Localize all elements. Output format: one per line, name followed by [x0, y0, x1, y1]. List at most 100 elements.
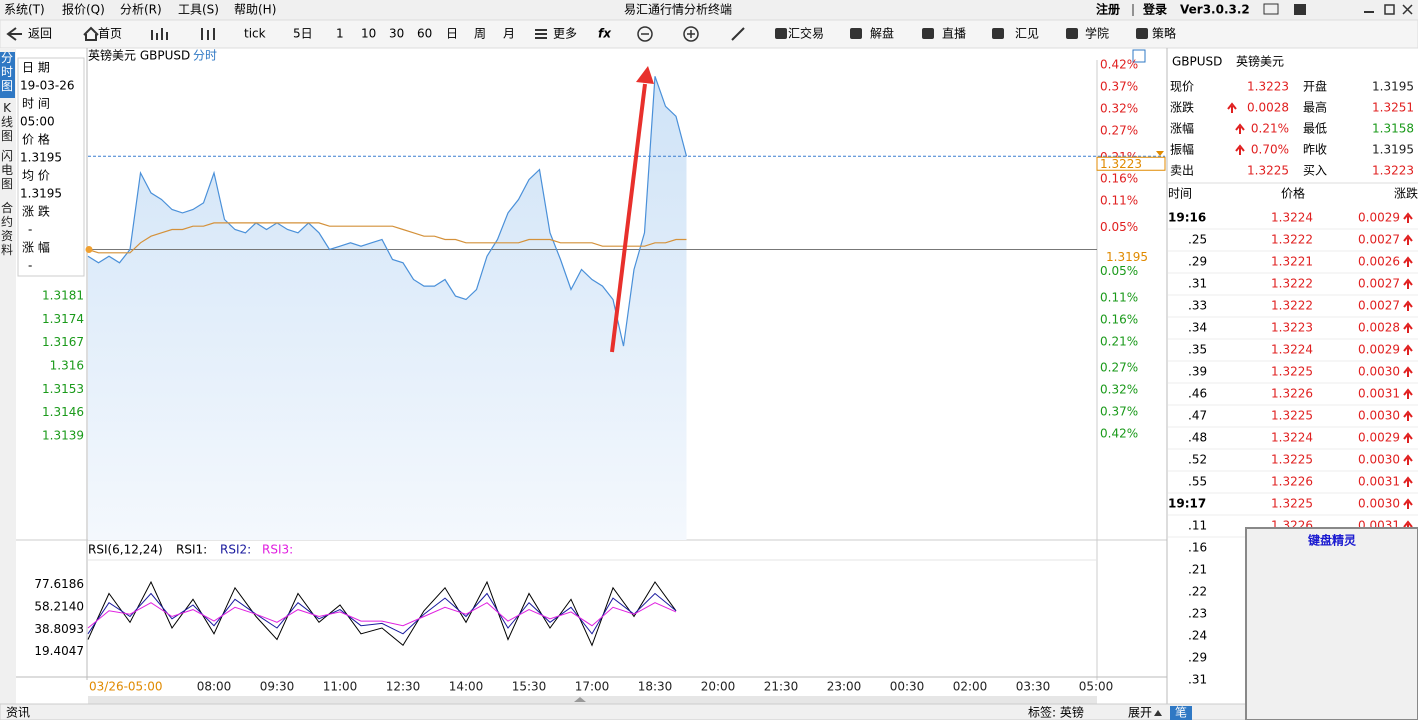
menu-item[interactable]: 报价(Q) — [62, 2, 105, 17]
price-line — [87, 76, 688, 347]
quote-value: 1.3251 — [1372, 101, 1414, 115]
toolbar-button[interactable]: 汇交易 — [788, 26, 824, 41]
tick-price: 1.3226 — [1271, 387, 1313, 401]
toolbar-button[interactable]: 返回 — [28, 27, 52, 41]
tick-change: 0.0027 — [1358, 277, 1400, 291]
toolbar-button[interactable]: 直播 — [942, 27, 966, 41]
toolbar-icon[interactable] — [201, 28, 215, 40]
toolbar-button[interactable]: 更多 — [553, 27, 577, 41]
status-bar — [0, 703, 1418, 720]
x-tick-label: 23:00 — [827, 680, 862, 694]
side-tab[interactable]: 分时图 — [1, 51, 13, 93]
toolbar-button[interactable]: 1 — [336, 27, 344, 41]
tick-price: 1.3224 — [1271, 343, 1313, 357]
footer-mode[interactable]: 笔 — [1175, 705, 1187, 720]
toolbar-icon[interactable] — [850, 28, 862, 39]
x-tick-label: 17:00 — [575, 680, 610, 694]
up-arrow — [1403, 256, 1413, 267]
rsi-tick-label: 77.6186 — [34, 577, 84, 591]
menu-item[interactable]: 分析(R) — [120, 3, 162, 17]
tick-price: 1.3222 — [1271, 299, 1313, 313]
menu-item[interactable]: 系统(T) — [4, 3, 45, 17]
tick-price: 1.3226 — [1271, 475, 1313, 489]
popup — [1245, 527, 1418, 720]
toolbar-icon[interactable] — [151, 28, 168, 40]
toolbar-button[interactable]: 5日 — [293, 27, 313, 41]
tick-time: .52 — [1188, 453, 1207, 467]
toolbar-button[interactable]: 10 — [361, 27, 376, 41]
quote-label: 昨收 — [1303, 143, 1327, 157]
toolbar-button[interactable]: 月 — [503, 27, 515, 41]
toolbar-button[interactable]: tick — [244, 27, 266, 41]
tick-time: .31 — [1188, 277, 1207, 291]
link[interactable]: 登录 — [1142, 2, 1167, 17]
x-tick-label: 08:00 — [197, 680, 232, 694]
toolbar-button[interactable]: 策略 — [1152, 26, 1176, 41]
info-label: 价 格 — [22, 132, 50, 147]
side-tab[interactable]: 合约资料 — [1, 200, 13, 257]
zoom-icon[interactable] — [683, 26, 699, 42]
expand-arrow — [1154, 710, 1162, 716]
toolbar-button[interactable]: 汇见 — [1015, 27, 1039, 41]
toolbar-icon[interactable] — [1136, 28, 1148, 39]
maximize[interactable] — [1384, 4, 1395, 15]
rsi-title: RSI(6,12,24) — [88, 543, 163, 557]
toolbar-button[interactable]: 学院 — [1085, 26, 1109, 41]
toolbar-button[interactable]: 30 — [389, 27, 404, 41]
footer-expand[interactable]: 展开 — [1128, 706, 1152, 720]
menu-item[interactable]: 帮助(H) — [234, 3, 276, 17]
info-label: 时 间 — [22, 97, 50, 111]
toolbar-icon[interactable] — [1066, 28, 1078, 39]
tick-price: 1.3221 — [1271, 255, 1313, 269]
toolbar-button[interactable]: 首页 — [98, 27, 122, 41]
quote-value: 1.3195 — [1372, 80, 1414, 94]
footer-tab[interactable]: 资讯 — [6, 706, 30, 720]
corner-icon[interactable] — [1132, 49, 1146, 63]
toolbar-button[interactable]: 日 — [446, 27, 458, 41]
tick-price: 1.3222 — [1271, 277, 1313, 291]
pct-tick-label: 0.42% — [1100, 58, 1138, 72]
skin-icon[interactable] — [1294, 4, 1306, 15]
toolbar-icon[interactable] — [731, 27, 745, 41]
toolbar-button[interactable]: 60 — [417, 27, 432, 41]
toolbar-button[interactable]: fx — [598, 27, 612, 41]
footer-tag: 标签: 英镑 — [1028, 705, 1084, 720]
toolbar-icon[interactable] — [535, 29, 547, 39]
toolbar-button[interactable]: 周 — [474, 27, 486, 41]
mail-icon[interactable] — [1263, 3, 1279, 15]
y-tick-label: 1.3153 — [42, 382, 84, 396]
toolbar-button[interactable]: 解盘 — [870, 26, 894, 41]
zoom-sign — [641, 30, 695, 38]
toolbar-icon[interactable] — [922, 28, 934, 39]
x-tick-label: 20:00 — [701, 680, 736, 694]
average-line — [87, 222, 687, 254]
info-value: 05:00 — [20, 115, 55, 129]
toolbar-icon[interactable] — [83, 26, 99, 41]
zoom-icon[interactable] — [637, 26, 653, 42]
toolbar-icon[interactable] — [992, 28, 1004, 39]
toolbar-icon[interactable] — [6, 27, 22, 41]
side-tab[interactable]: K 线图 — [1, 101, 13, 143]
pct-tick-label: 0.05% — [1100, 264, 1138, 278]
tick-time: .35 — [1188, 343, 1207, 357]
menu-item[interactable]: 工具(S) — [178, 3, 219, 17]
up-arrow — [1403, 476, 1413, 487]
up-arrow — [1403, 388, 1413, 399]
tick-time: 19:16 — [1168, 211, 1206, 225]
annotation-arrow — [610, 83, 647, 353]
side-bar — [0, 48, 16, 704]
side-tab[interactable]: 闪电图 — [1, 149, 13, 191]
window-title: 易汇通行情分析终端 — [624, 2, 732, 17]
x-tick-label: 02:00 — [953, 680, 988, 694]
scroll-arrow[interactable] — [574, 697, 586, 702]
scrollbar[interactable] — [88, 696, 1097, 704]
toolbar-icon[interactable] — [775, 28, 787, 39]
link[interactable]: 注册 — [1096, 2, 1120, 17]
tick-change: 0.0030 — [1358, 365, 1400, 379]
pct-tick-label: 0.32% — [1100, 383, 1138, 397]
quote-label: 卖出 — [1170, 164, 1194, 178]
close[interactable] — [1402, 4, 1413, 15]
mode-box[interactable] — [1170, 706, 1192, 720]
dropdown[interactable] — [1156, 151, 1164, 156]
x-tick-label: 00:30 — [890, 680, 925, 694]
